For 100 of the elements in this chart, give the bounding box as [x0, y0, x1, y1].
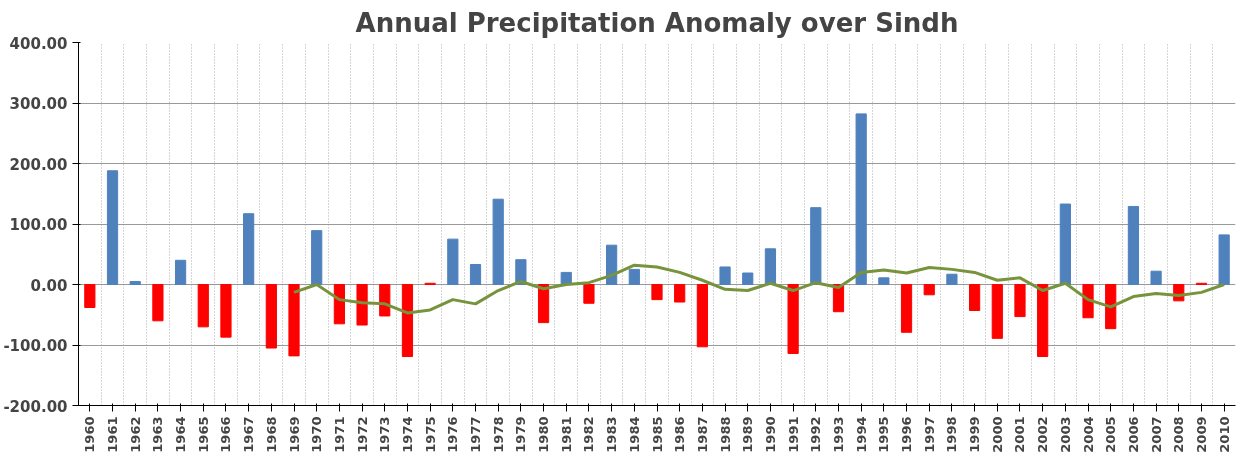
y-tick-label: 400.00 — [9, 34, 68, 53]
bar — [719, 266, 731, 285]
x-tick-label: 1976 — [445, 416, 461, 453]
bar — [946, 273, 958, 285]
x-tick-label: 1998 — [944, 416, 960, 453]
bar — [106, 170, 119, 285]
bar — [537, 284, 550, 324]
bar — [220, 284, 232, 338]
x-tick-label: 1996 — [899, 416, 915, 453]
x-tick-label: 2005 — [1103, 416, 1119, 453]
bar — [152, 284, 164, 322]
bar — [1037, 284, 1049, 357]
x-tick-label: 2007 — [1148, 416, 1164, 453]
y-tick-label: 200.00 — [9, 155, 68, 174]
x-tick-label: 1995 — [876, 416, 892, 453]
bar — [401, 284, 414, 357]
bar — [469, 264, 482, 285]
x-tick-label: 2010 — [1216, 416, 1232, 453]
x-tick-label: 1988 — [717, 416, 733, 453]
bar — [674, 284, 686, 303]
y-tick-label: -200.00 — [3, 397, 68, 416]
bar — [129, 280, 141, 285]
x-tick-label: 1994 — [853, 416, 869, 453]
x-tick-label: 1990 — [762, 416, 778, 453]
bar — [265, 284, 277, 349]
bar — [1105, 284, 1117, 330]
bar — [878, 277, 890, 285]
x-tick-label: 1972 — [354, 416, 370, 453]
y-tick-label: 100.00 — [9, 216, 68, 234]
bar — [810, 207, 822, 285]
bar — [606, 244, 618, 285]
bar — [1127, 205, 1140, 285]
chart-title: Annual Precipitation Anomaly over Sindh — [355, 7, 959, 38]
bar — [333, 284, 345, 325]
x-tick-label: 2003 — [1057, 416, 1073, 453]
bar — [1218, 234, 1230, 285]
bar — [696, 284, 708, 348]
x-tick-label: 1992 — [808, 416, 824, 453]
bar — [583, 284, 595, 304]
x-tick-label: 1963 — [150, 416, 166, 453]
bar — [243, 213, 255, 285]
x-tick-label: 1967 — [241, 416, 257, 453]
bar — [356, 284, 368, 326]
x-tick-label: 1991 — [785, 416, 801, 453]
bar — [379, 284, 391, 317]
x-tick-label: 1973 — [377, 416, 393, 453]
x-tick-label: 1971 — [331, 416, 347, 453]
x-tick-label: 1981 — [558, 416, 574, 453]
x-tick-label: 1961 — [105, 416, 121, 453]
x-tick-label: 1969 — [286, 416, 302, 453]
x-tick-label: 1993 — [830, 416, 846, 453]
x-tick-label: 1974 — [399, 416, 415, 453]
line-series — [292, 263, 1226, 315]
y-tick-label: 0.00 — [30, 276, 68, 295]
x-tick-label: 2001 — [1012, 416, 1028, 453]
x-tick-label: 1966 — [218, 416, 234, 453]
x-tick-label: 1982 — [581, 416, 597, 453]
x-tick-label: 1987 — [694, 416, 710, 453]
bar — [288, 284, 300, 357]
x-tick-label: 2008 — [1171, 416, 1187, 453]
x-tick-label: 1960 — [82, 416, 98, 453]
x-tick-label: 1980 — [536, 416, 552, 453]
bar — [628, 268, 640, 285]
x-tick-label: 1984 — [626, 416, 642, 453]
bar — [1059, 203, 1071, 285]
y-tick-label: -100.00 — [3, 337, 68, 355]
bar — [764, 248, 777, 285]
bar — [447, 238, 459, 285]
x-tick-label: 2006 — [1125, 416, 1141, 453]
bar — [1082, 284, 1094, 319]
x-tick-label: 1997 — [921, 416, 937, 453]
bar — [174, 259, 187, 285]
bar — [1150, 270, 1162, 285]
bar — [969, 284, 981, 312]
bar — [311, 230, 323, 285]
x-tick-label: 1970 — [309, 416, 325, 453]
bar — [1014, 284, 1026, 318]
y-tick-label: 300.00 — [9, 95, 68, 113]
x-tick-label: 1975 — [422, 416, 438, 453]
bar — [991, 284, 1003, 339]
bar — [492, 198, 504, 285]
x-tick-label: 1986 — [672, 416, 688, 453]
x-tick-label: 1983 — [604, 416, 620, 453]
x-tick-label: 1985 — [649, 416, 665, 453]
x-tick-label: 1962 — [127, 416, 143, 453]
x-tick-label: 2009 — [1193, 416, 1209, 453]
bar — [742, 272, 754, 285]
bar — [855, 113, 867, 285]
x-tick-label: 2000 — [989, 416, 1005, 453]
x-tick-label: 1977 — [468, 416, 484, 453]
bar — [900, 284, 913, 333]
x-tick-label: 1989 — [740, 416, 756, 453]
x-tick-label: 1965 — [195, 416, 211, 453]
x-tick-label: 1999 — [967, 416, 983, 453]
x-tick-label: 2002 — [1035, 416, 1051, 453]
bar — [84, 284, 96, 308]
x-tick-label: 1964 — [173, 416, 189, 453]
bar — [923, 284, 935, 296]
bar — [197, 284, 209, 328]
x-tick-label: 1968 — [263, 416, 279, 453]
